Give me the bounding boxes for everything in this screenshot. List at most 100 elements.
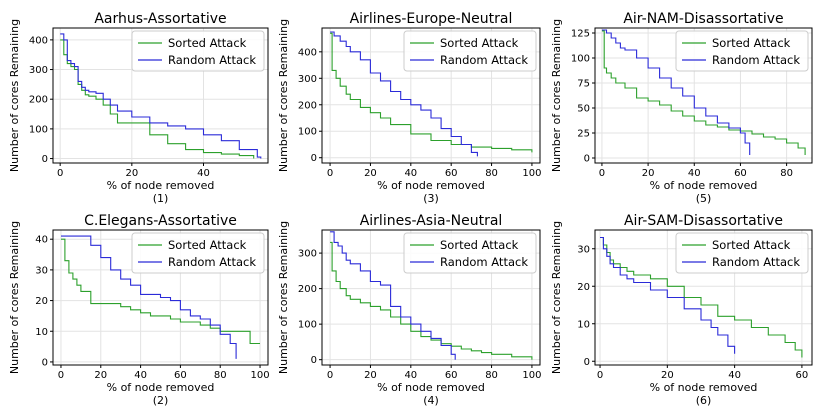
random-attack-line (600, 236, 736, 354)
legend: Sorted Attack Random Attack (131, 30, 265, 72)
random-attack-line (61, 235, 237, 359)
y-tick-label: 200 (298, 284, 317, 295)
legend-label: Sorted Attack (440, 238, 519, 252)
y-tick-label: 100 (298, 320, 317, 331)
x-tick-label: 40 (134, 370, 147, 381)
y-tick-label: 20 (35, 296, 48, 307)
chart-title: Airlines-Asia-Neutral (360, 213, 503, 229)
x-axis-label: % of node removed (377, 381, 485, 394)
y-axis-label: Number of cores Remaining (277, 221, 290, 374)
y-tick-label: 0 (42, 154, 48, 165)
chart-panel-5: Airlines-Asia-Neutral 0 20 40 60 80 100 0 100 200… (277, 213, 541, 407)
x-tick-label: 20 (125, 168, 138, 179)
panel-caption: (3) (423, 192, 439, 205)
plot-frame (594, 229, 813, 366)
x-tick-label: 80 (485, 370, 498, 381)
x-tick-label: 40 (197, 168, 210, 179)
random-attack-line (601, 29, 751, 155)
legend-label: Random Attack (168, 255, 256, 269)
sorted-attack-line (61, 238, 260, 345)
chart-title: Airlines-Europe-Neutral (350, 11, 513, 27)
x-tick-label: 0 (327, 370, 333, 381)
y-tick-label: 0 (311, 153, 317, 164)
x-tick-label: 20 (661, 370, 674, 381)
y-tick-label: 50 (577, 104, 590, 115)
x-tick-label: 60 (445, 168, 458, 179)
legend-box (403, 232, 537, 274)
y-tick-label: 30 (577, 244, 590, 255)
plot-frame (321, 27, 541, 164)
y-tick-label: 125 (571, 29, 590, 40)
random-attack-line (330, 31, 478, 157)
y-tick-label: 100 (298, 127, 317, 138)
x-tick-label: 0 (327, 168, 333, 179)
x-tick-label: 80 (214, 370, 227, 381)
y-tick-label: 100 (29, 124, 48, 135)
random-attack-line (60, 33, 262, 159)
y-tick-label: 0 (584, 154, 590, 165)
plot-frame (52, 27, 269, 164)
x-tick-label: 60 (796, 370, 809, 381)
y-tick-label: 0 (584, 357, 590, 368)
y-tick-label: 300 (298, 74, 317, 85)
legend-label: Sorted Attack (168, 238, 247, 252)
y-tick-label: 25 (577, 129, 590, 140)
x-axis-label: % of node removed (377, 179, 485, 192)
chart-panel-2: Airlines-Europe-Neutral 0 20 40 60 80 100 0 100 2… (277, 11, 541, 205)
y-axis-label: Number of cores Remaining (277, 19, 290, 172)
chart-panel-4: C.Elegans-Assortative 0 20 40 60 80 100 0 10 20 30… (8, 213, 270, 407)
y-tick-label: 200 (298, 100, 317, 111)
y-tick-label: 100 (571, 54, 590, 65)
y-axis-label: Number of cores Remaining (8, 221, 21, 374)
legend-label: Random Attack (712, 255, 800, 269)
plot-frame (321, 229, 541, 366)
y-tick-label: 400 (298, 47, 317, 58)
y-tick-label: 75 (577, 79, 590, 90)
x-tick-label: 20 (364, 168, 377, 179)
x-tick-label: 100 (522, 370, 541, 381)
x-tick-label: 60 (445, 370, 458, 381)
legend-label: Random Attack (168, 53, 256, 67)
x-tick-label: 40 (728, 370, 741, 381)
chart-title: Air-SAM-Disassortative (624, 213, 783, 229)
x-tick-label: 20 (364, 370, 377, 381)
x-tick-label: 20 (94, 370, 107, 381)
x-tick-label: 0 (58, 370, 64, 381)
chart-title: Aarhus-Assortative (94, 11, 226, 27)
y-tick-label: 300 (29, 65, 48, 76)
x-axis-label: % of node removed (107, 179, 215, 192)
y-tick-label: 40 (35, 235, 48, 246)
panel-caption: (2) (153, 394, 169, 407)
plot-frame (594, 27, 813, 164)
legend: Sorted Attack Random Attack (675, 232, 809, 274)
legend-box (131, 232, 265, 274)
y-tick-label: 200 (29, 95, 48, 106)
chart-title: Air-NAM-Disassortative (623, 11, 783, 27)
y-tick-label: 10 (35, 327, 48, 338)
legend: Sorted Attack Random Attack (403, 232, 537, 274)
chart-panel-6: Air-SAM-Disassortative 0 20 40 60 0 10 20 30 Sort… (550, 213, 813, 407)
y-tick-label: 0 (42, 357, 48, 368)
y-tick-label: 0 (311, 355, 317, 366)
x-axis-label: % of node removed (650, 381, 758, 394)
panel-caption: (6) (696, 394, 712, 407)
plot-frame (52, 229, 269, 366)
x-tick-label: 0 (597, 370, 603, 381)
x-tick-label: 0 (57, 168, 63, 179)
legend-label: Random Attack (440, 255, 528, 269)
x-tick-label: 80 (485, 168, 498, 179)
panel-caption: (4) (423, 394, 439, 407)
legend-box (403, 30, 537, 72)
y-tick-label: 10 (577, 319, 590, 330)
panel-caption: (5) (696, 192, 712, 205)
legend-label: Sorted Attack (440, 36, 519, 50)
legend: Sorted Attack Random Attack (403, 30, 537, 72)
y-tick-label: 300 (298, 249, 317, 260)
y-tick-label: 400 (29, 35, 48, 46)
panel-caption: (1) (153, 192, 169, 205)
x-tick-label: 100 (250, 370, 269, 381)
chart-title: C.Elegans-Assortative (84, 213, 237, 229)
legend-label: Sorted Attack (712, 36, 791, 50)
legend-box (675, 232, 809, 274)
